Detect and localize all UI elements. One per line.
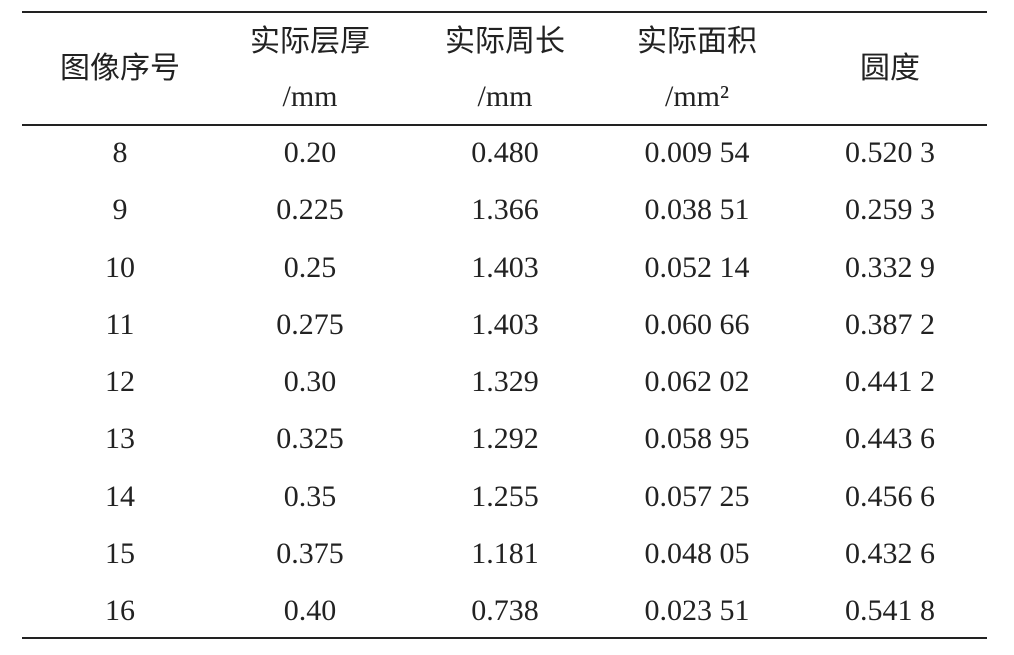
header-rule (22, 124, 987, 126)
table-cell: 0.325 (276, 422, 344, 456)
table-cell: 1.329 (471, 365, 539, 398)
table-cell: 0.738 (471, 594, 539, 627)
table-cell: 9 (112, 193, 128, 227)
table-cell: 0.520 3 (845, 136, 935, 169)
table-cell: 0.057 25 (644, 479, 750, 513)
table-cell: 0.332 9 (845, 250, 935, 284)
table-cell: 0.062 02 (644, 365, 750, 398)
table-cell: 0.052 14 (644, 250, 750, 284)
table-cell: 1.366 (471, 193, 539, 227)
table-cell: 0.259 3 (845, 193, 935, 227)
table-cell: 0.441 2 (845, 365, 935, 398)
table-cell: 0.009 54 (644, 136, 750, 169)
table-cell: 14 (105, 479, 135, 513)
table-cell: 0.023 51 (644, 594, 750, 627)
header-unit: /mm (282, 80, 338, 113)
header-text: 图像序号 (60, 52, 180, 85)
table-cell: 11 (105, 307, 135, 341)
table-cell: 1.292 (471, 422, 539, 456)
table-cell: 1.255 (471, 479, 539, 513)
header-text: 实际面积 (637, 25, 757, 58)
table-cell: 0.432 6 (845, 536, 935, 570)
table-cell: 0.35 (283, 479, 337, 513)
table-cell: 0.275 (276, 307, 344, 341)
bottom-rule (22, 637, 987, 639)
table-cell: 0.20 (283, 136, 337, 169)
table-cell: 0.480 (471, 136, 539, 169)
table-cell: 8 (112, 136, 128, 169)
table-cell: 1.403 (471, 250, 539, 284)
table-cell: 0.048 05 (644, 536, 750, 570)
header-text: 实际层厚 (250, 25, 370, 58)
table-cell: 0.060 66 (644, 307, 750, 341)
table-cell: 0.541 8 (845, 594, 935, 627)
table-cell: 1.403 (471, 307, 539, 341)
table-cell: 13 (105, 422, 135, 456)
table-cell: 0.038 51 (644, 193, 750, 227)
table-cell: 0.456 6 (845, 479, 935, 513)
top-rule (22, 11, 987, 13)
header-text: 圆度 (860, 52, 920, 85)
table-cell: 15 (105, 536, 135, 570)
header-unit: /mm² (665, 80, 729, 113)
table-cell: 12 (105, 365, 135, 398)
table-cell: 1.181 (471, 536, 539, 570)
table-cell: 10 (105, 250, 135, 284)
table-cell: 16 (105, 594, 135, 627)
table-cell: 0.25 (283, 250, 337, 284)
table-cell: 0.375 (276, 536, 344, 570)
table-cell: 0.387 2 (845, 307, 935, 341)
table-cell: 0.225 (276, 193, 344, 227)
table-cell: 0.443 6 (845, 422, 935, 456)
table-cell: 0.30 (283, 365, 337, 398)
header-unit: /mm (477, 80, 533, 113)
table-cell: 0.058 95 (644, 422, 750, 456)
table-cell: 0.40 (283, 594, 337, 627)
header-text: 实际周长 (445, 25, 565, 58)
